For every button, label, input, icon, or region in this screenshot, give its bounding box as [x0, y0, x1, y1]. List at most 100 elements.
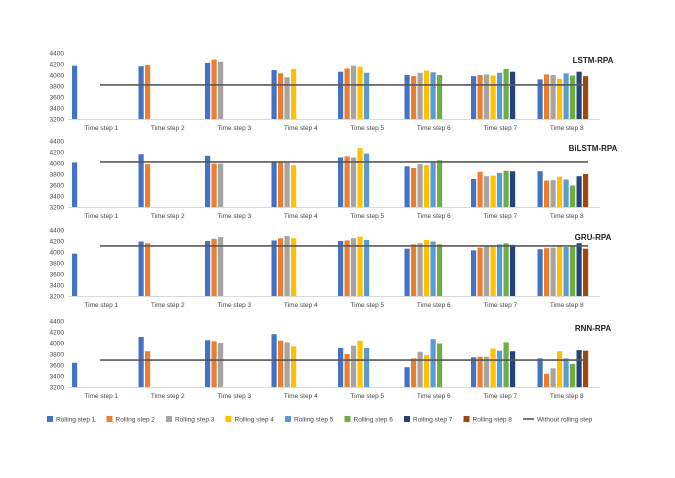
category-label: Time step 8 [550, 393, 584, 400]
category-label: Time step 4 [284, 393, 318, 400]
panel-bilstm-rpa: 3200 3400 3600 3800 4000 4200 4400 Time step 1 T… [50, 138, 618, 220]
bar [205, 62, 211, 119]
bar [471, 76, 477, 119]
bar [357, 340, 363, 387]
bar [271, 70, 277, 119]
bar [471, 178, 477, 207]
category-label: Time step 6 [417, 125, 451, 132]
bar [218, 343, 224, 387]
legend-label: Rolling step 1 [56, 417, 96, 424]
bar [510, 71, 516, 119]
bar [437, 160, 443, 207]
legend-label: Rolling step 7 [413, 417, 453, 424]
bar [411, 167, 417, 207]
bar [357, 66, 363, 119]
bar [211, 341, 217, 387]
bar [430, 241, 436, 296]
legend-swatch [463, 416, 470, 422]
bar [218, 163, 224, 207]
bar [477, 75, 483, 119]
y-tick-label: 4400 [50, 227, 65, 234]
bar [351, 345, 357, 387]
category-label: Time step 2 [151, 302, 185, 309]
bar [477, 247, 483, 296]
bar [411, 358, 417, 387]
bar [563, 73, 569, 119]
bar [471, 357, 477, 387]
y-tick-label: 3200 [50, 293, 65, 300]
bar [138, 66, 144, 119]
bar [291, 165, 297, 207]
bar [557, 351, 563, 387]
bar [218, 237, 224, 296]
category-label: Time step 5 [350, 393, 384, 400]
bar [544, 180, 550, 207]
bar [417, 351, 423, 387]
y-tick-label: 3400 [50, 373, 65, 380]
category-label: Time step 2 [151, 125, 185, 132]
legend-swatch [166, 416, 172, 422]
bar [490, 175, 496, 207]
bar [338, 347, 344, 387]
y-tick-label: 4400 [50, 138, 65, 145]
bar [278, 73, 284, 119]
y-tick-label: 4000 [50, 340, 65, 347]
bar [503, 342, 509, 387]
legend-label: Without rolling step [537, 417, 593, 424]
bar [411, 244, 417, 296]
bar [550, 247, 556, 296]
bar [544, 373, 550, 387]
bar [291, 238, 297, 296]
bar [417, 72, 423, 119]
bar [550, 75, 556, 119]
category-label: Time step 7 [483, 213, 517, 220]
bar [510, 351, 516, 387]
bar [490, 348, 496, 387]
y-tick-label: 3400 [50, 105, 65, 112]
bar [145, 164, 151, 207]
bar [503, 68, 509, 119]
bar [430, 339, 436, 387]
panel-rnn-rpa: 3200 3400 3600 3800 4000 4200 4400 Time step 1 T… [50, 318, 612, 400]
category-label: Time step 6 [417, 302, 451, 309]
bar [550, 368, 556, 387]
category-label: Time step 8 [550, 302, 584, 309]
bar [284, 77, 290, 119]
bar [477, 171, 483, 207]
panel-gru-rpa: 3200 3400 3600 3800 4000 4200 4400 Time step 1 T… [50, 227, 612, 309]
bar [570, 363, 576, 387]
bar [72, 162, 78, 207]
bar [484, 74, 490, 119]
category-label: Time step 5 [350, 213, 384, 220]
legend-label: Rolling step 2 [116, 417, 156, 424]
bar [430, 161, 436, 207]
category-label: Time step 5 [350, 302, 384, 309]
bar [557, 245, 563, 296]
bar [364, 239, 370, 296]
bar [404, 75, 410, 119]
bar [138, 241, 144, 296]
bar [477, 356, 483, 387]
bar [424, 355, 430, 387]
bar [503, 243, 509, 296]
bar [271, 240, 277, 296]
bar [351, 238, 357, 296]
bar [205, 155, 211, 207]
bar [211, 59, 217, 119]
panel-title: BiLSTM-RPA [569, 144, 618, 153]
category-label: Time step 3 [217, 125, 251, 132]
y-tick-label: 4200 [50, 61, 65, 68]
bar [218, 61, 224, 119]
bar [503, 170, 509, 207]
bar [145, 65, 151, 119]
bar [437, 244, 443, 296]
bar [357, 236, 363, 296]
bar [284, 236, 290, 296]
y-tick-label: 3200 [50, 116, 65, 123]
y-tick-label: 3800 [50, 171, 65, 178]
bar [570, 245, 576, 296]
category-label: Time step 3 [217, 213, 251, 220]
bar [563, 179, 569, 207]
bar [583, 76, 589, 119]
bar [351, 157, 357, 207]
